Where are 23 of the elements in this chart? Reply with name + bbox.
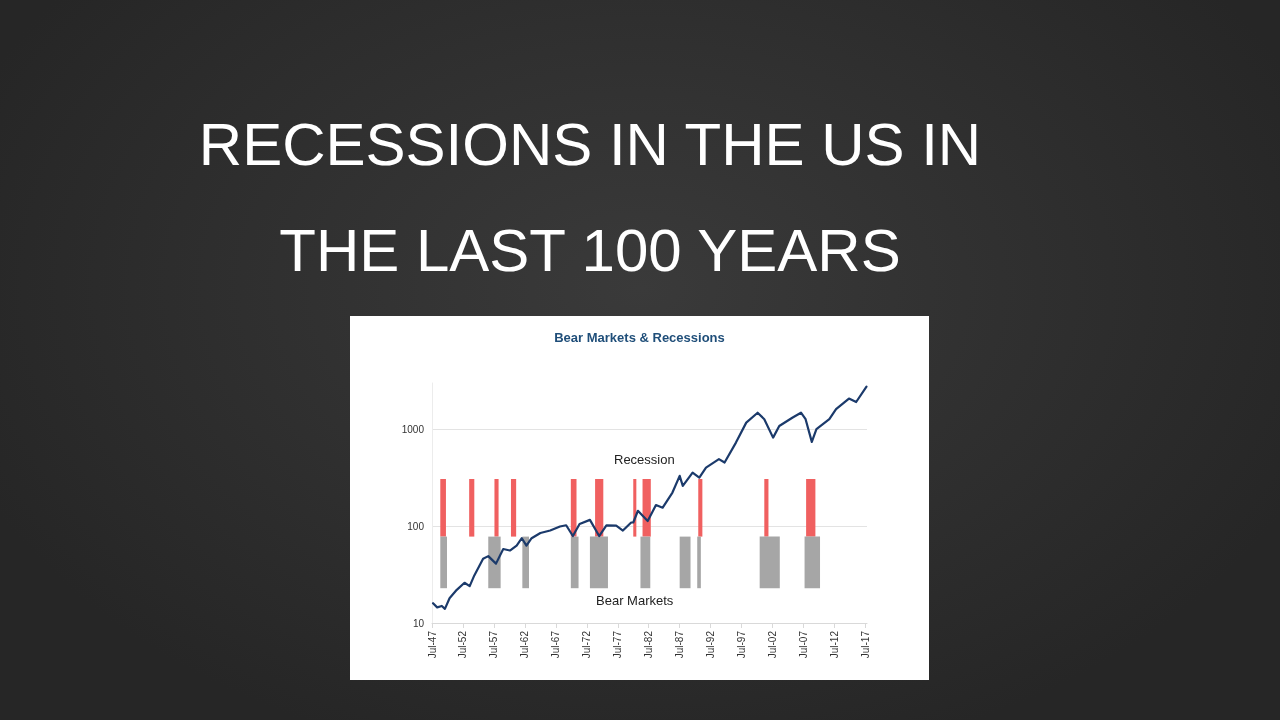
x-tick-label: Jul-07 (798, 630, 810, 659)
x-tick-label: Jul-02 (767, 630, 779, 659)
x-tick-label: Jul-52 (457, 630, 469, 659)
annotation: Bear Markets (596, 593, 674, 609)
x-tick-label: Jul-17 (859, 630, 871, 659)
y-tick-label: 100 (407, 520, 425, 532)
x-tick-label: Jul-77 (612, 630, 624, 659)
x-tick-label: Jul-92 (705, 630, 717, 659)
x-tick-label: Jul-62 (519, 630, 531, 659)
x-tick-label: Jul-47 (426, 630, 438, 659)
x-tick-label: Jul-97 (736, 630, 748, 659)
annotation: Recession (614, 452, 675, 467)
x-tick-label: Jul-72 (581, 630, 593, 659)
chart-subtitle: Bear Markets & Recessions (554, 330, 725, 345)
y-tick-label: 10 (412, 617, 425, 629)
x-tick-label: Jul-67 (550, 630, 562, 659)
line-series (431, 385, 868, 610)
x-tick-label: Jul-82 (643, 630, 655, 659)
y-tick-label: 1000 (401, 423, 425, 435)
chart-title: RECESSIONS IN THE US IN THE LAST 100 YEARS (197, 110, 983, 286)
x-tick-label: Jul-12 (828, 630, 840, 659)
x-tick-label: Jul-87 (674, 630, 686, 659)
x-tick-label: Jul-57 (488, 630, 500, 659)
